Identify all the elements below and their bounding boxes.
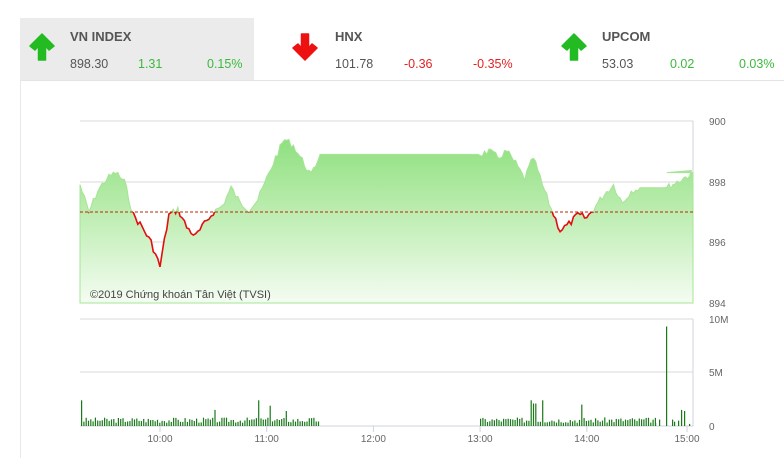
- ticker-percent: -0.35%: [473, 57, 513, 71]
- y-tick-label: 894: [709, 299, 726, 310]
- y-tick-label: 900: [709, 117, 726, 128]
- ticker-hnx[interactable]: HNX 101.78 -0.36 -0.35%: [285, 18, 517, 80]
- ticker-value: 898.30: [70, 57, 109, 71]
- y-tick-label: 896: [709, 238, 726, 249]
- arrow-up-icon: [561, 33, 587, 61]
- ticker-percent: 0.03%: [739, 57, 775, 71]
- arrow-up-icon: [29, 33, 55, 61]
- volume-tick-label: 0: [709, 422, 715, 433]
- volume-tick-label: 5M: [709, 368, 723, 379]
- price-chart: ©2019 Chứng khoán Tân Việt (TVSI) 900 898…: [79, 117, 726, 310]
- x-tick-label: 12:00: [361, 434, 386, 445]
- x-tick-label: 13:00: [468, 434, 493, 445]
- volume-chart: 10M 5M 0 10:00 11:00 12:00 13:00 14:00 15:00: [80, 315, 728, 445]
- x-tick-label: 15:00: [674, 434, 699, 445]
- volume-tick-label: 10M: [709, 315, 728, 326]
- ticker-upcom[interactable]: UPCOM 53.03 0.02 0.03%: [552, 18, 784, 80]
- x-tick-label: 11:00: [255, 434, 280, 445]
- ticker-change: -0.36: [404, 57, 433, 71]
- ticker-vn-index[interactable]: VN INDEX 898.30 1.31 0.15%: [20, 18, 254, 80]
- ticker-change: 1.31: [138, 57, 163, 71]
- y-tick-label: 898: [709, 178, 726, 189]
- watermark: ©2019 Chứng khoán Tân Việt (TVSI): [90, 289, 271, 301]
- x-tick-label: 14:00: [574, 434, 599, 445]
- ticker-name: VN INDEX: [70, 29, 132, 44]
- ticker-percent: 0.15%: [207, 57, 243, 71]
- x-tick-label: 10:00: [147, 434, 172, 445]
- ticker-change: 0.02: [670, 57, 695, 71]
- ticker-value: 53.03: [602, 57, 634, 71]
- panel-left-border: [20, 80, 21, 458]
- ticker-value: 101.78: [335, 57, 374, 71]
- ticker-name: UPCOM: [602, 29, 651, 44]
- arrow-down-icon: [292, 33, 318, 61]
- ticker-name: HNX: [335, 29, 363, 44]
- header-divider: [20, 80, 784, 81]
